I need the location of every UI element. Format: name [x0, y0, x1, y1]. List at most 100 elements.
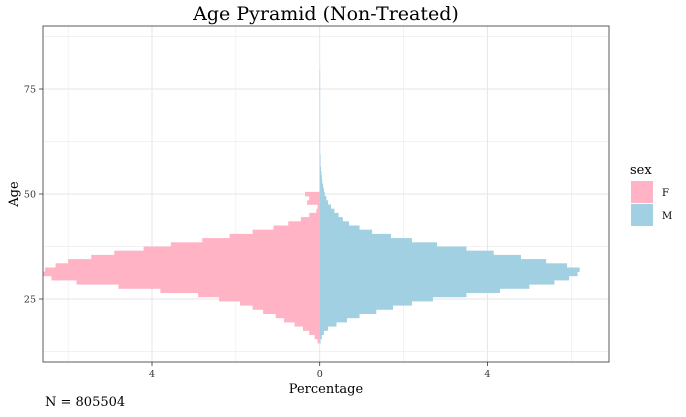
bar-m-age-36: [319, 250, 494, 256]
x-tick-label: 4: [149, 369, 155, 380]
bar-f-age-16: [314, 334, 320, 340]
bar-f-age-38: [170, 242, 320, 247]
bar-f-age-44: [300, 217, 320, 222]
bar-m-age-32: [319, 267, 580, 272]
bar-f-age-26: [198, 292, 320, 298]
bar-m-age-58: [319, 158, 321, 163]
axis-ticks: 4 0 4 25 50 75: [24, 85, 491, 381]
bar-f-age-35: [91, 254, 320, 260]
bar-m-age-20: [319, 317, 347, 323]
bar-f-age-30: [51, 275, 320, 281]
x-tick-label: 4: [484, 369, 490, 380]
plot-panel: [42, 25, 610, 363]
bar-f-age-42: [273, 225, 320, 230]
bar-m-age-47: [319, 204, 332, 209]
legend-title: sex: [630, 163, 652, 178]
bar-m-age-50: [319, 191, 325, 197]
bar-m-age-49: [319, 196, 327, 201]
x-tick-label: 0: [317, 369, 323, 380]
y-axis-title: Age: [7, 181, 22, 208]
legend-key-m: [631, 204, 653, 226]
bar-m-age-39: [319, 238, 412, 243]
bar-f-age-46: [316, 208, 320, 214]
bar-f-age-18: [302, 326, 320, 331]
bar-f-age-49: [309, 196, 320, 201]
chart-title: Age Pyramid (Non-Treated): [192, 3, 459, 25]
legend-key-f: [631, 181, 653, 203]
bar-m-age-55: [319, 170, 322, 176]
y-tick-label: 50: [24, 190, 36, 201]
bar-f-age-19: [294, 322, 320, 327]
bar-f-age-23: [252, 305, 320, 310]
bar-m-age-16: [319, 334, 322, 340]
bar-f-age-22: [263, 309, 320, 314]
bar-m-age-52: [319, 183, 324, 188]
bar-m-age-33: [319, 263, 568, 268]
bar-f-age-47: [317, 204, 320, 209]
sample-size-caption: N = 805504: [45, 395, 126, 410]
bar-m-age-17: [319, 330, 324, 335]
bar-f-age-32: [45, 267, 320, 272]
bar-f-age-25: [219, 296, 320, 302]
bar-m-age-45: [319, 212, 339, 218]
y-tick-label: 25: [24, 295, 36, 306]
bar-m-age-56: [319, 166, 321, 172]
bar-f-age-24: [240, 301, 320, 306]
bar-m-age-48: [319, 200, 329, 205]
bar-m-age-27: [319, 288, 500, 293]
bar-f-age-50: [305, 191, 320, 197]
bar-m-age-46: [319, 208, 335, 214]
bar-m-age-31: [319, 271, 578, 277]
bar-m-age-53: [319, 179, 323, 184]
legend: sex F M: [630, 163, 672, 226]
bar-m-age-28: [319, 284, 530, 289]
bar-m-age-54: [319, 175, 322, 180]
bar-f-age-15: [317, 338, 320, 344]
bar-m-age-43: [319, 221, 350, 226]
bar-f-age-48: [307, 200, 320, 205]
bar-f-age-40: [229, 233, 320, 239]
bar-f-age-20: [284, 317, 320, 323]
bar-f-age-21: [275, 313, 320, 319]
bar-m-age-23: [319, 305, 394, 310]
legend-label-f: F: [662, 188, 669, 199]
bar-f-age-45: [309, 212, 320, 218]
bar-m-age-35: [319, 254, 521, 260]
bar-m-age-18: [319, 326, 329, 331]
x-axis-title: Percentage: [289, 382, 364, 397]
bar-m-age-37: [319, 246, 467, 251]
bar-m-age-57: [319, 162, 321, 167]
bar-f-age-17: [309, 330, 320, 335]
bar-m-age-25: [319, 296, 433, 302]
bar-f-age-36: [114, 250, 320, 256]
bar-f-age-43: [288, 221, 320, 226]
bar-m-age-40: [319, 233, 391, 239]
bar-m-age-22: [319, 309, 377, 314]
bar-m-age-15: [319, 338, 321, 344]
bar-m-age-19: [319, 322, 337, 327]
bars: [43, 70, 580, 344]
gridlines: [43, 26, 609, 362]
bar-m-age-29: [319, 280, 555, 285]
bar-f-age-34: [68, 259, 320, 264]
bar-f-age-27: [160, 288, 320, 293]
bar-f-age-37: [143, 246, 320, 251]
bar-f-age-39: [202, 238, 320, 243]
legend-label-m: M: [662, 211, 672, 222]
bar-f-age-31: [43, 271, 320, 277]
bar-m-age-59: [319, 154, 321, 159]
bar-m-age-21: [319, 313, 360, 319]
bar-m-age-24: [319, 301, 412, 306]
bar-m-age-26: [319, 292, 467, 298]
y-tick-label: 75: [24, 85, 36, 96]
bar-f-age-28: [118, 284, 320, 289]
bar-m-age-30: [319, 275, 570, 281]
bar-f-age-29: [76, 280, 320, 285]
bar-m-age-44: [319, 217, 343, 222]
bar-m-age-41: [319, 229, 373, 235]
bar-m-age-51: [319, 187, 324, 193]
bar-m-age-38: [319, 242, 438, 247]
bar-f-age-33: [55, 263, 320, 268]
bar-m-age-34: [319, 259, 547, 264]
